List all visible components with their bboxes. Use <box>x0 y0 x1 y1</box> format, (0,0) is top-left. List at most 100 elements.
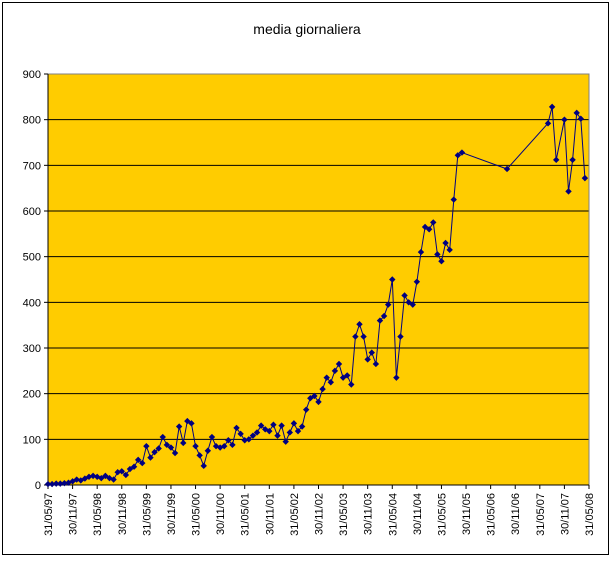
y-tick-label: 200 <box>23 389 41 401</box>
x-tick-label: 31/05/06 <box>486 493 498 536</box>
y-tick-label: 500 <box>23 252 41 264</box>
data-point <box>204 447 212 454</box>
data-point <box>548 103 556 111</box>
data-point <box>233 424 240 432</box>
data-point <box>360 333 367 340</box>
x-tick-label: 31/05/00 <box>191 493 203 536</box>
data-point <box>57 480 64 487</box>
data-point <box>270 421 277 428</box>
data-point <box>208 433 216 441</box>
data-point <box>274 432 281 439</box>
data-point <box>249 432 257 439</box>
data-point <box>397 333 404 340</box>
data-point <box>544 120 552 127</box>
data-point <box>278 422 285 429</box>
data-point <box>48 480 56 488</box>
y-tick-label: 800 <box>23 115 41 127</box>
data-point <box>376 317 384 324</box>
data-point <box>409 301 416 308</box>
x-tick-label: 31/05/08 <box>584 493 596 536</box>
data-point <box>130 463 138 470</box>
data-point <box>389 276 396 283</box>
data-point <box>294 427 302 435</box>
series-markers <box>44 103 589 488</box>
data-point <box>343 372 351 379</box>
x-tick-label: 31/05/03 <box>338 493 350 536</box>
data-point <box>335 360 343 368</box>
chart-title: media giornaliera <box>253 21 361 37</box>
x-axis-ticks: 31/05/97 30/11/97 31/05/98 30/11/98 31/05/99… <box>43 485 596 536</box>
data-point <box>61 479 68 487</box>
y-tick-label: 400 <box>23 297 41 309</box>
x-tick-label: 30/11/03 <box>363 493 375 535</box>
data-point <box>577 115 585 122</box>
data-point <box>348 381 355 388</box>
plot-area <box>48 74 589 485</box>
data-point <box>417 248 425 256</box>
data-point <box>159 433 166 441</box>
data-point <box>93 473 101 480</box>
data-point <box>327 379 334 386</box>
data-point <box>73 476 80 483</box>
data-point <box>434 251 441 258</box>
x-tick-label: 31/05/04 <box>387 493 399 536</box>
data-point <box>237 430 244 438</box>
data-point <box>257 422 265 429</box>
data-point <box>175 423 183 430</box>
data-point <box>364 356 371 363</box>
data-point <box>356 321 363 328</box>
data-point <box>167 444 175 451</box>
data-point <box>52 480 60 487</box>
x-tick-label: 31/05/07 <box>535 493 547 536</box>
y-tick-label: 600 <box>23 206 41 218</box>
x-tick-label: 31/05/99 <box>141 493 153 536</box>
data-point <box>303 406 310 413</box>
data-point <box>143 442 150 450</box>
data-point <box>450 196 457 203</box>
data-point <box>155 445 162 452</box>
data-point <box>421 223 429 231</box>
x-tick-label: 30/11/01 <box>264 493 276 535</box>
x-tick-label: 31/05/97 <box>43 493 55 536</box>
data-point <box>200 462 207 470</box>
x-tick-label: 30/11/05 <box>461 493 473 535</box>
data-point <box>573 109 580 117</box>
data-point <box>561 116 568 123</box>
data-point <box>118 468 125 475</box>
data-point <box>458 149 466 156</box>
data-point <box>319 385 326 393</box>
x-tick-label: 30/11/02 <box>314 493 326 535</box>
data-point <box>147 454 154 461</box>
data-point <box>245 436 253 443</box>
data-point <box>323 374 330 381</box>
data-point <box>569 156 576 164</box>
data-point <box>454 152 462 159</box>
x-tick-label: 30/11/06 <box>510 493 522 535</box>
data-point <box>266 427 273 435</box>
data-point <box>384 301 392 308</box>
data-point <box>315 398 322 406</box>
data-point <box>134 456 142 464</box>
data-point <box>139 459 146 467</box>
data-point <box>196 452 203 459</box>
y-tick-label: 0 <box>35 480 41 492</box>
data-point <box>553 156 560 164</box>
data-point <box>430 219 437 226</box>
data-point <box>286 429 294 436</box>
data-point <box>565 188 572 195</box>
x-tick-label: 31/05/98 <box>92 493 104 536</box>
data-point <box>393 374 400 381</box>
data-point <box>372 360 380 368</box>
data-point <box>110 476 117 483</box>
data-point <box>290 420 298 427</box>
data-point <box>425 226 433 233</box>
data-point <box>282 438 289 445</box>
y-tick-label: 300 <box>23 343 41 355</box>
data-point <box>122 471 130 479</box>
x-tick-label: 31/05/02 <box>289 493 301 536</box>
data-point <box>221 442 228 450</box>
x-tick-label: 30/11/97 <box>68 493 80 535</box>
data-point <box>151 448 158 456</box>
x-tick-label: 30/11/04 <box>412 493 424 535</box>
